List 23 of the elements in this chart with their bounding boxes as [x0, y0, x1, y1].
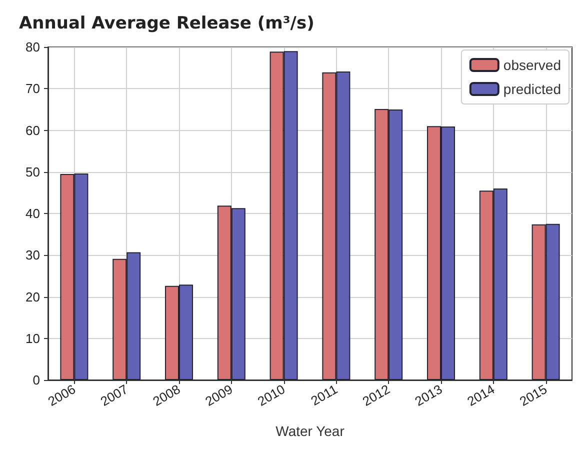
legend-label: observed: [503, 57, 561, 73]
y-tick-label: 0: [32, 372, 40, 388]
y-tick-label: 50: [26, 164, 40, 180]
x-tick-label: 2013: [412, 382, 445, 409]
y-tick-label: 10: [26, 330, 40, 346]
y-tick-label: 60: [26, 122, 40, 138]
x-tick-label: 2014: [464, 382, 498, 409]
y-tick-label: 20: [26, 289, 40, 304]
x-tick-label: 2007: [98, 382, 130, 409]
y-tick-label: 30: [26, 248, 40, 263]
y-tick-label: 40: [26, 206, 40, 221]
chart-title: Annual Average Release (m³/s): [19, 14, 314, 34]
legend-label: predicted: [503, 81, 561, 97]
x-tick-label: 2012: [360, 382, 392, 409]
y-tick-label: 70: [26, 81, 40, 96]
x-tick-label: 2010: [255, 382, 288, 409]
x-axis-title: Water Year: [276, 423, 345, 439]
x-tick-label: 2015: [517, 382, 550, 409]
y-tick-label: 80: [26, 40, 40, 54]
x-tick-label: 2008: [150, 382, 183, 409]
x-tick-label: 2006: [45, 382, 78, 409]
x-tick-label: 2009: [202, 382, 236, 409]
x-tick-label: 2011: [308, 382, 340, 408]
